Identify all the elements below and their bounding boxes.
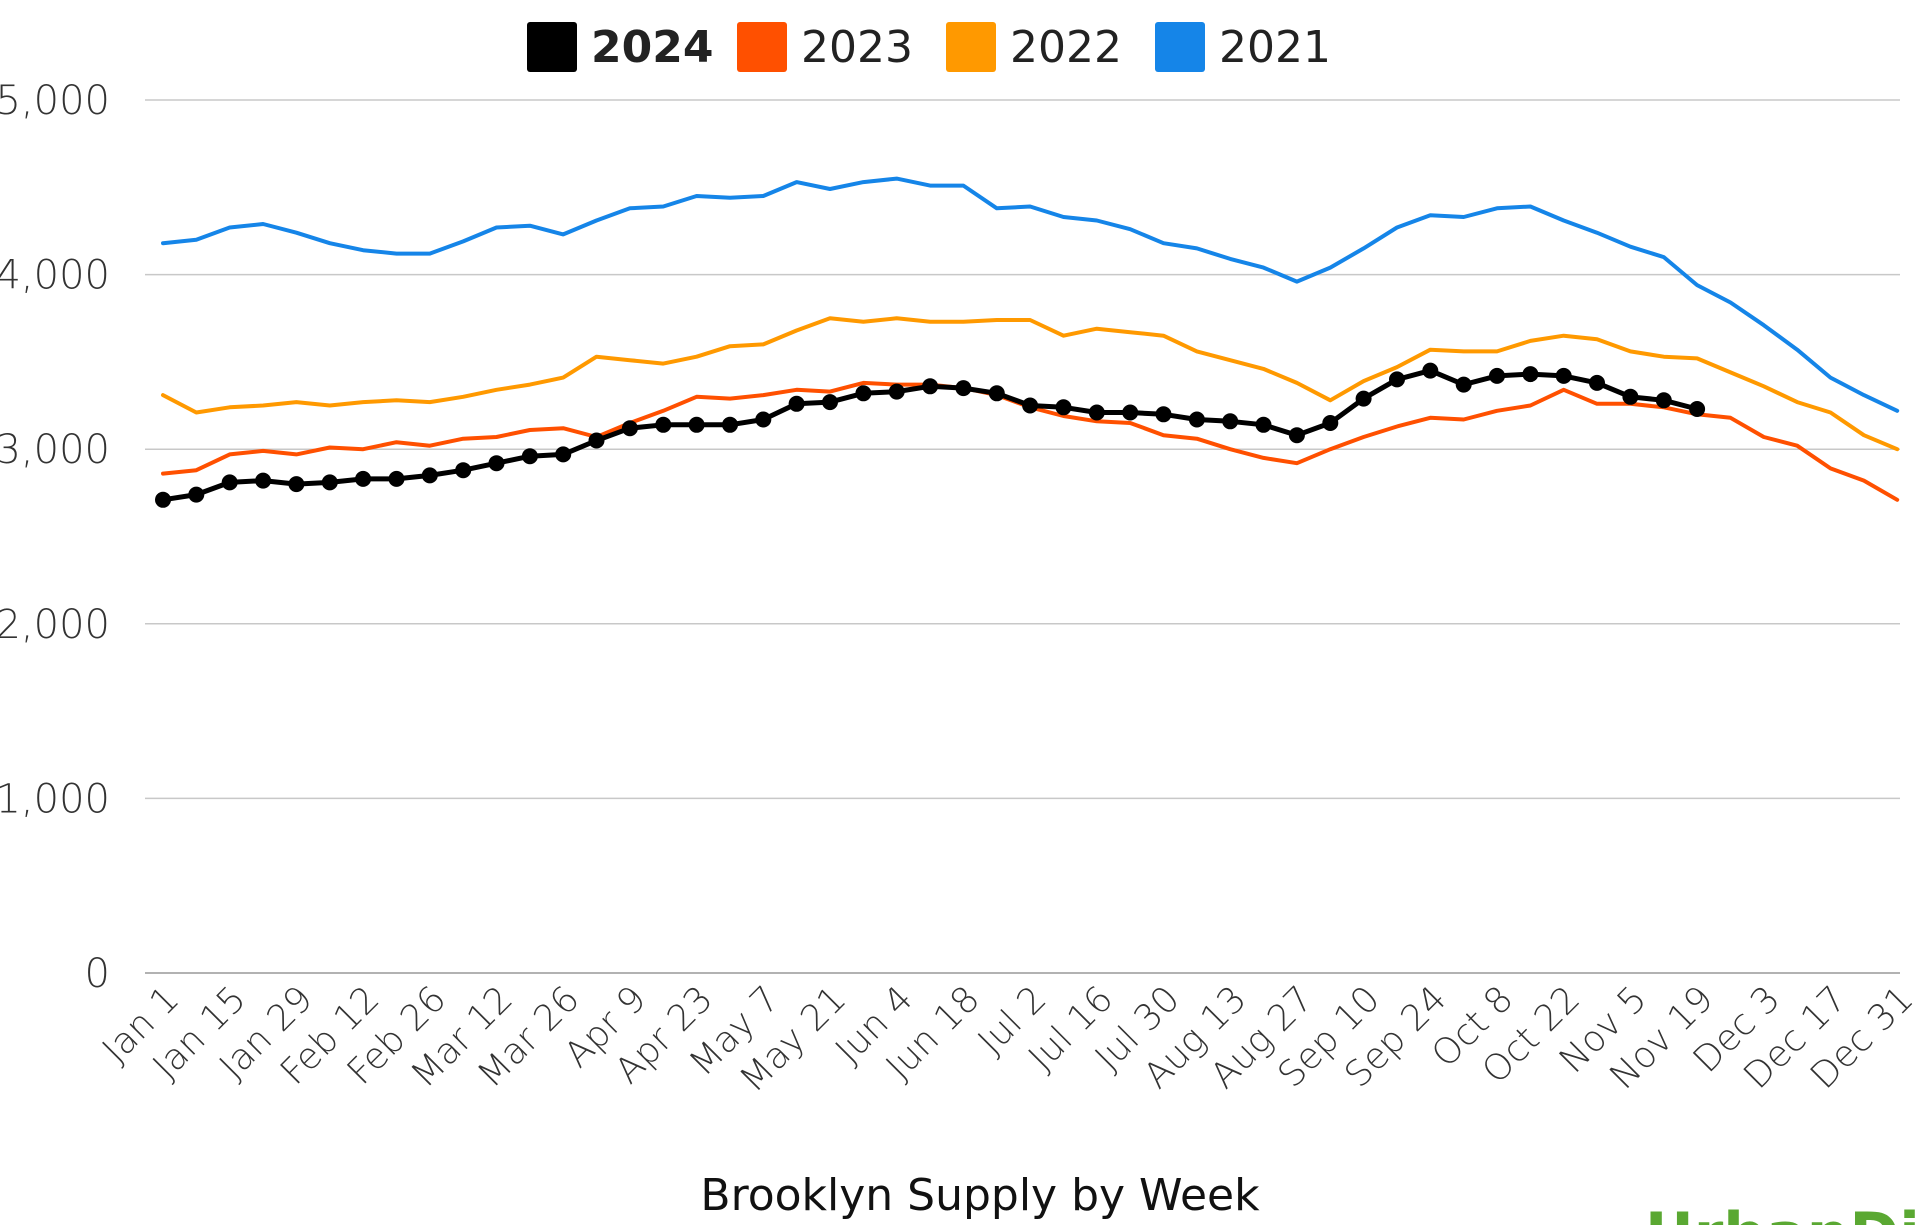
data-point bbox=[655, 416, 672, 433]
data-point bbox=[588, 432, 605, 449]
data-point bbox=[1422, 362, 1439, 379]
data-point bbox=[922, 378, 939, 395]
data-point bbox=[1322, 415, 1339, 431]
chart-title: Brooklyn Supply by Week bbox=[700, 1170, 1260, 1221]
legend-item-2024: 2024 bbox=[527, 22, 713, 73]
legend: 2024 2023 2022 2021 bbox=[527, 22, 1331, 73]
data-point bbox=[888, 383, 905, 400]
series-lines bbox=[155, 176, 1900, 508]
data-point bbox=[421, 467, 438, 484]
data-point bbox=[1455, 376, 1472, 393]
y-tick-label: 4,000 bbox=[0, 253, 110, 299]
series-line-2022 bbox=[161, 316, 1900, 452]
legend-swatch bbox=[946, 22, 996, 72]
data-point bbox=[221, 474, 238, 491]
data-point bbox=[1489, 367, 1505, 384]
legend-swatch bbox=[1155, 22, 1205, 72]
data-point bbox=[1155, 406, 1172, 423]
y-tick-label: 3,000 bbox=[0, 427, 110, 473]
data-point bbox=[788, 395, 805, 412]
legend-item-2022: 2022 bbox=[946, 22, 1122, 73]
data-point bbox=[355, 470, 372, 487]
series-line-2021 bbox=[161, 176, 1900, 413]
data-point bbox=[155, 491, 171, 508]
y-tick-label: 2,000 bbox=[0, 602, 110, 648]
legend-label: 2024 bbox=[591, 22, 713, 73]
y-axis-tick-labels: 0 1,000 2,000 3,000 4,000 5,000 bbox=[0, 78, 110, 997]
data-point bbox=[188, 486, 205, 503]
data-point bbox=[1022, 397, 1039, 414]
data-point bbox=[722, 416, 738, 433]
data-point bbox=[1622, 388, 1639, 405]
data-point bbox=[521, 448, 538, 465]
legend-item-2023: 2023 bbox=[737, 22, 913, 73]
legend-swatch bbox=[737, 22, 787, 72]
data-point bbox=[1222, 413, 1239, 430]
legend-label: 2021 bbox=[1219, 22, 1331, 73]
y-tick-label: 5,000 bbox=[0, 78, 110, 124]
gridlines bbox=[145, 99, 1900, 974]
legend-item-2021: 2021 bbox=[1155, 22, 1331, 73]
series-2021 bbox=[161, 176, 1900, 413]
series-2024 bbox=[155, 362, 1706, 508]
series-2022 bbox=[161, 316, 1900, 452]
data-point bbox=[1122, 404, 1139, 421]
data-point bbox=[755, 411, 772, 428]
legend-label: 2022 bbox=[1010, 22, 1122, 73]
data-point bbox=[1188, 411, 1205, 428]
data-point bbox=[1288, 427, 1305, 444]
legend-swatch bbox=[527, 22, 577, 72]
y-tick-label: 1,000 bbox=[0, 776, 110, 822]
data-point bbox=[1088, 404, 1105, 421]
data-point bbox=[855, 385, 872, 402]
data-point bbox=[1555, 367, 1572, 384]
data-point bbox=[1055, 399, 1072, 416]
data-point bbox=[321, 474, 338, 491]
y-tick-label: 0 bbox=[85, 951, 110, 997]
data-point bbox=[488, 455, 505, 472]
data-point bbox=[621, 420, 638, 437]
data-point bbox=[1589, 374, 1605, 391]
data-point bbox=[1355, 390, 1372, 407]
data-point bbox=[822, 394, 838, 411]
legend-label: 2023 bbox=[801, 22, 913, 73]
data-point bbox=[255, 472, 272, 489]
data-point bbox=[288, 476, 305, 493]
data-point bbox=[1655, 392, 1672, 409]
data-point bbox=[388, 470, 405, 487]
data-point bbox=[1389, 371, 1405, 388]
data-point bbox=[1255, 416, 1272, 433]
data-point bbox=[555, 446, 572, 463]
data-point bbox=[988, 385, 1005, 402]
data-point bbox=[688, 416, 705, 433]
logo-watermark: UrbanDigs bbox=[1645, 1200, 1920, 1225]
data-point bbox=[455, 462, 472, 479]
data-point bbox=[955, 380, 972, 397]
data-point bbox=[1522, 366, 1539, 383]
data-point bbox=[1689, 401, 1706, 417]
